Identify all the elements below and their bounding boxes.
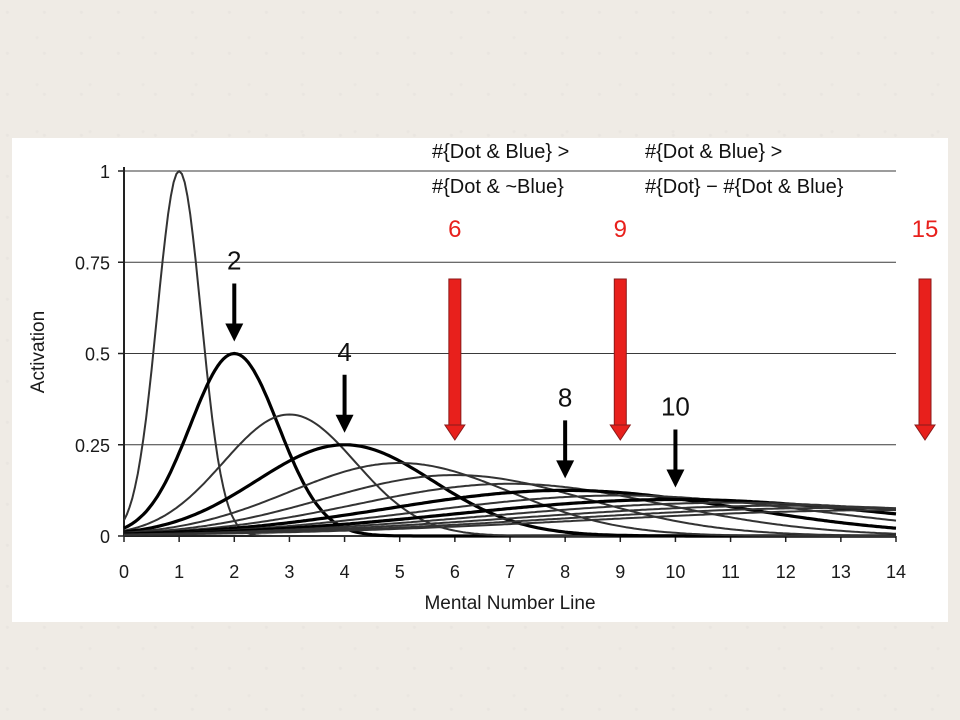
black-arrow-label-10: 10 xyxy=(661,392,690,422)
black-arrow-head-8 xyxy=(556,460,575,479)
curves xyxy=(123,170,897,538)
y-axis-title: Activation xyxy=(28,311,49,393)
x-tick-label-12: 12 xyxy=(776,562,796,582)
curve-mean-14 xyxy=(124,509,896,536)
black-arrow-label-2: 2 xyxy=(227,246,241,276)
red-arrow-shaft-6 xyxy=(448,278,462,427)
red-arrow-label-15: 15 xyxy=(912,216,939,243)
x-tick-label-8: 8 xyxy=(560,562,570,582)
black-arrow-head-2 xyxy=(225,323,244,342)
black-arrow-label-8: 8 xyxy=(558,382,572,412)
x-tick-label-14: 14 xyxy=(886,562,906,582)
grid-lines xyxy=(124,170,896,446)
x-axis-title: Mental Number Line xyxy=(424,593,595,614)
arrows: 2 4 8 10 6 9 15 xyxy=(225,216,938,488)
x-tick-label-0: 0 xyxy=(119,562,129,582)
red-arrow-head-9 xyxy=(609,424,632,441)
annotation-2-line-2: #{Dot} − #{Dot & Blue} xyxy=(645,176,844,198)
x-tick-label-6: 6 xyxy=(450,562,460,582)
x-tick-label-11: 11 xyxy=(721,562,740,582)
y-tick-label-2: 0.5 xyxy=(85,345,110,365)
red-arrow-label-6: 6 xyxy=(448,216,461,243)
x-tick-label-13: 13 xyxy=(831,562,851,582)
x-tick-label-10: 10 xyxy=(665,562,685,582)
x-tick-label-3: 3 xyxy=(284,562,294,582)
black-arrow-head-10 xyxy=(666,469,685,488)
annotation-1-line-1: #{Dot & Blue} > xyxy=(432,141,569,163)
curve-mean-6 xyxy=(123,474,896,537)
x-tick-label-9: 9 xyxy=(615,562,625,582)
red-arrow-shaft-9 xyxy=(613,278,627,427)
red-arrow-shaft-15 xyxy=(918,278,932,427)
curve-mean-7 xyxy=(123,482,897,535)
x-tick-label-1: 1 xyxy=(174,562,184,582)
annotation-1-line-2: #{Dot & ~Blue} xyxy=(432,176,564,198)
red-arrow-head-15 xyxy=(914,424,936,441)
y-tick-label-3: 0.75 xyxy=(75,253,110,273)
black-arrow-head-4 xyxy=(335,414,354,433)
red-arrow-head-6 xyxy=(443,424,466,441)
y-tick-label-1: 0.25 xyxy=(75,436,110,456)
y-tick-label-4: 1 xyxy=(100,162,110,182)
x-tick-label-4: 4 xyxy=(340,562,350,582)
x-tick-label-2: 2 xyxy=(229,562,239,582)
y-tick-label-0: 0 xyxy=(100,527,110,547)
red-arrow-label-9: 9 xyxy=(614,216,627,243)
black-arrow-label-4: 4 xyxy=(337,337,351,367)
x-tick-label-5: 5 xyxy=(395,562,405,582)
x-tick-label-7: 7 xyxy=(505,562,515,582)
annotation-2-line-1: #{Dot & Blue} > xyxy=(645,141,782,163)
